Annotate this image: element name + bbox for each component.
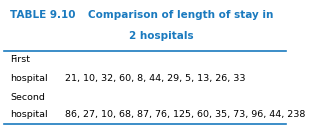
Text: 86, 27, 10, 68, 87, 76, 125, 60, 35, 73, 96, 44, 238: 86, 27, 10, 68, 87, 76, 125, 60, 35, 73,… (65, 110, 305, 119)
Text: hospital: hospital (10, 74, 48, 83)
Text: 21, 10, 32, 60, 8, 44, 29, 5, 13, 26, 33: 21, 10, 32, 60, 8, 44, 29, 5, 13, 26, 33 (65, 74, 245, 83)
Text: 2 hospitals: 2 hospitals (129, 31, 194, 41)
Text: Comparison of length of stay in: Comparison of length of stay in (88, 10, 273, 20)
Text: First: First (10, 55, 30, 64)
Text: TABLE 9.10: TABLE 9.10 (10, 10, 75, 20)
Text: hospital: hospital (10, 110, 48, 119)
Text: Second: Second (10, 93, 45, 102)
